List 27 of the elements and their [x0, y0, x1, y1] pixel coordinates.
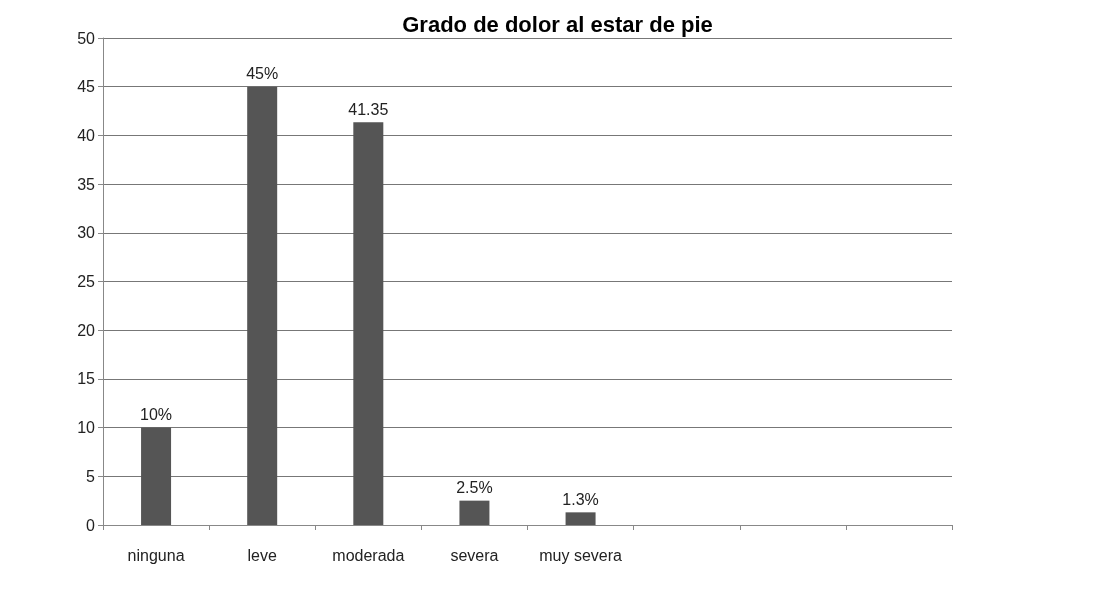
- y-tick-label: 15: [77, 370, 96, 388]
- y-tick-label: 20: [77, 321, 96, 339]
- chart-title: Grado de dolor al estar de pie: [402, 11, 713, 37]
- data-label: 2.5%: [456, 479, 493, 497]
- y-tick-label: 30: [77, 224, 96, 242]
- y-tick-label: 50: [77, 29, 96, 47]
- data-label: 41.35: [348, 100, 389, 118]
- bar: [141, 427, 172, 525]
- y-tick-label: 25: [77, 273, 96, 290]
- y-tick-label: 35: [77, 175, 96, 193]
- x-tick-label: severa: [450, 546, 499, 564]
- bar: [353, 122, 384, 525]
- y-tick-label: 5: [86, 467, 96, 485]
- y-tick-label: 45: [77, 78, 96, 96]
- y-tick-label: 10: [77, 419, 96, 437]
- x-tick-label: leve: [247, 546, 277, 564]
- x-tick-label: moderada: [332, 546, 405, 564]
- data-label: 45%: [246, 65, 279, 83]
- y-tick-label: 0: [86, 516, 96, 534]
- bar: [565, 512, 596, 525]
- data-label: 10%: [140, 406, 173, 424]
- bar: [247, 86, 278, 525]
- x-tick-label: ninguna: [127, 546, 185, 564]
- x-tick-label: muy severa: [539, 546, 623, 564]
- bar: [459, 500, 490, 525]
- y-tick-label: 40: [77, 126, 96, 144]
- data-label: 1.3%: [562, 490, 599, 508]
